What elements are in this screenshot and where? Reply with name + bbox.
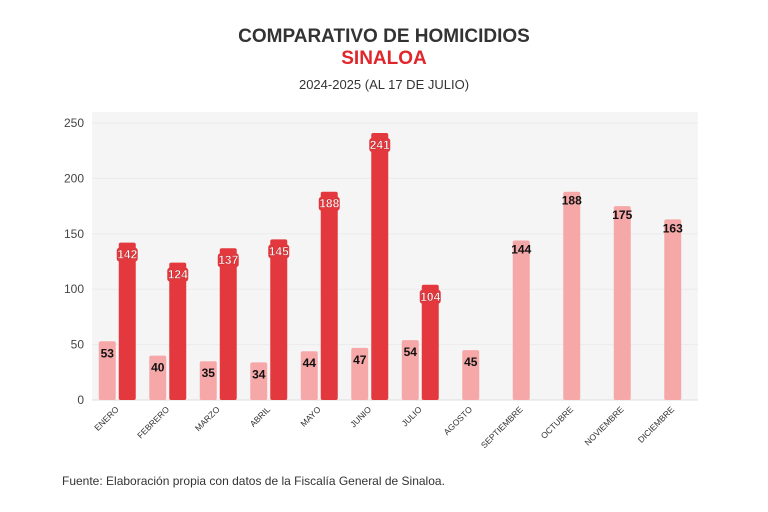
bar-2025	[421, 284, 439, 400]
x-tick-label: JUNIO	[348, 404, 373, 429]
chart-subtitle: SINALOA	[341, 48, 427, 69]
bar-2025	[270, 239, 288, 400]
data-label-2024: 54	[404, 345, 418, 359]
data-label-bg	[318, 196, 340, 211]
data-label-2025: 142	[117, 248, 137, 262]
data-label-2024: 44	[303, 356, 317, 370]
source-note: Fuente: Elaboración propia con datos de …	[62, 474, 445, 488]
x-tick-label: SEPTIEMBRE	[479, 404, 525, 450]
data-label-2024: 175	[612, 208, 632, 222]
data-label-2024: 188	[562, 194, 582, 208]
chart-period: 2024-2025 (AL 17 DE JULIO)	[298, 77, 470, 92]
plot-area	[92, 112, 698, 400]
data-label-2024: 163	[663, 221, 683, 235]
bar-2024	[664, 219, 682, 400]
data-label-2025: 104	[420, 290, 440, 304]
bar-2024	[199, 361, 217, 400]
data-label-2024: 40	[151, 361, 165, 375]
chart-title: COMPARATIVO DE HOMICIDIOS	[238, 26, 530, 47]
data-label-bg	[419, 289, 441, 304]
y-tick-label: 150	[64, 227, 84, 241]
x-tick-label: NOVIEMBRE	[583, 404, 626, 447]
bar-2024	[300, 351, 318, 400]
data-label-bg	[217, 253, 239, 268]
bar-2025	[219, 248, 237, 400]
x-tick-label: MARZO	[193, 404, 222, 433]
x-tick-label: OCTUBRE	[539, 404, 576, 441]
bar-2025	[169, 262, 187, 400]
data-label-bg	[116, 247, 138, 262]
data-label-2024: 53	[101, 346, 115, 360]
bar-2024	[512, 240, 530, 400]
data-label-2024: 35	[202, 366, 216, 380]
bar-2024	[250, 362, 268, 400]
x-tick-label: ABRIL	[248, 404, 273, 429]
y-tick-label: 50	[71, 338, 85, 352]
x-tick-label: AGOSTO	[441, 404, 474, 437]
data-label-bg	[167, 267, 189, 282]
bar-2024	[401, 340, 419, 400]
bar-2024	[351, 347, 369, 400]
bar-2025	[320, 191, 338, 400]
data-label-2025: 124	[168, 268, 188, 282]
bar-2025	[371, 132, 389, 401]
bar-2024	[98, 341, 116, 400]
y-tick-label: 200	[64, 171, 84, 185]
bar-2024	[613, 206, 631, 400]
y-tick-label: 250	[64, 116, 84, 130]
x-tick-label: ENERO	[92, 404, 121, 433]
bar-2024	[462, 350, 480, 400]
x-tick-label: FEBRERO	[135, 404, 171, 440]
data-label-2024: 34	[252, 367, 266, 381]
data-label-bg	[268, 244, 290, 259]
bar-2024	[149, 355, 167, 400]
data-label-2024: 47	[353, 353, 367, 367]
x-tick-label: JULIO	[400, 404, 424, 428]
x-tick-label: MAYO	[298, 404, 323, 429]
data-label-2025: 188	[319, 197, 339, 211]
data-label-2025: 145	[269, 244, 289, 258]
data-label-2025: 137	[218, 253, 238, 267]
bar-2025	[118, 242, 136, 400]
data-label-2024: 45	[464, 355, 478, 369]
y-tick-label: 100	[64, 282, 84, 296]
bar-2024	[563, 191, 581, 400]
x-tick-label: DICIEMBRE	[636, 404, 677, 445]
data-label-2025: 241	[370, 138, 390, 152]
data-label-2024: 144	[511, 242, 531, 256]
y-tick-label: 0	[77, 393, 84, 407]
data-label-bg	[369, 137, 391, 152]
